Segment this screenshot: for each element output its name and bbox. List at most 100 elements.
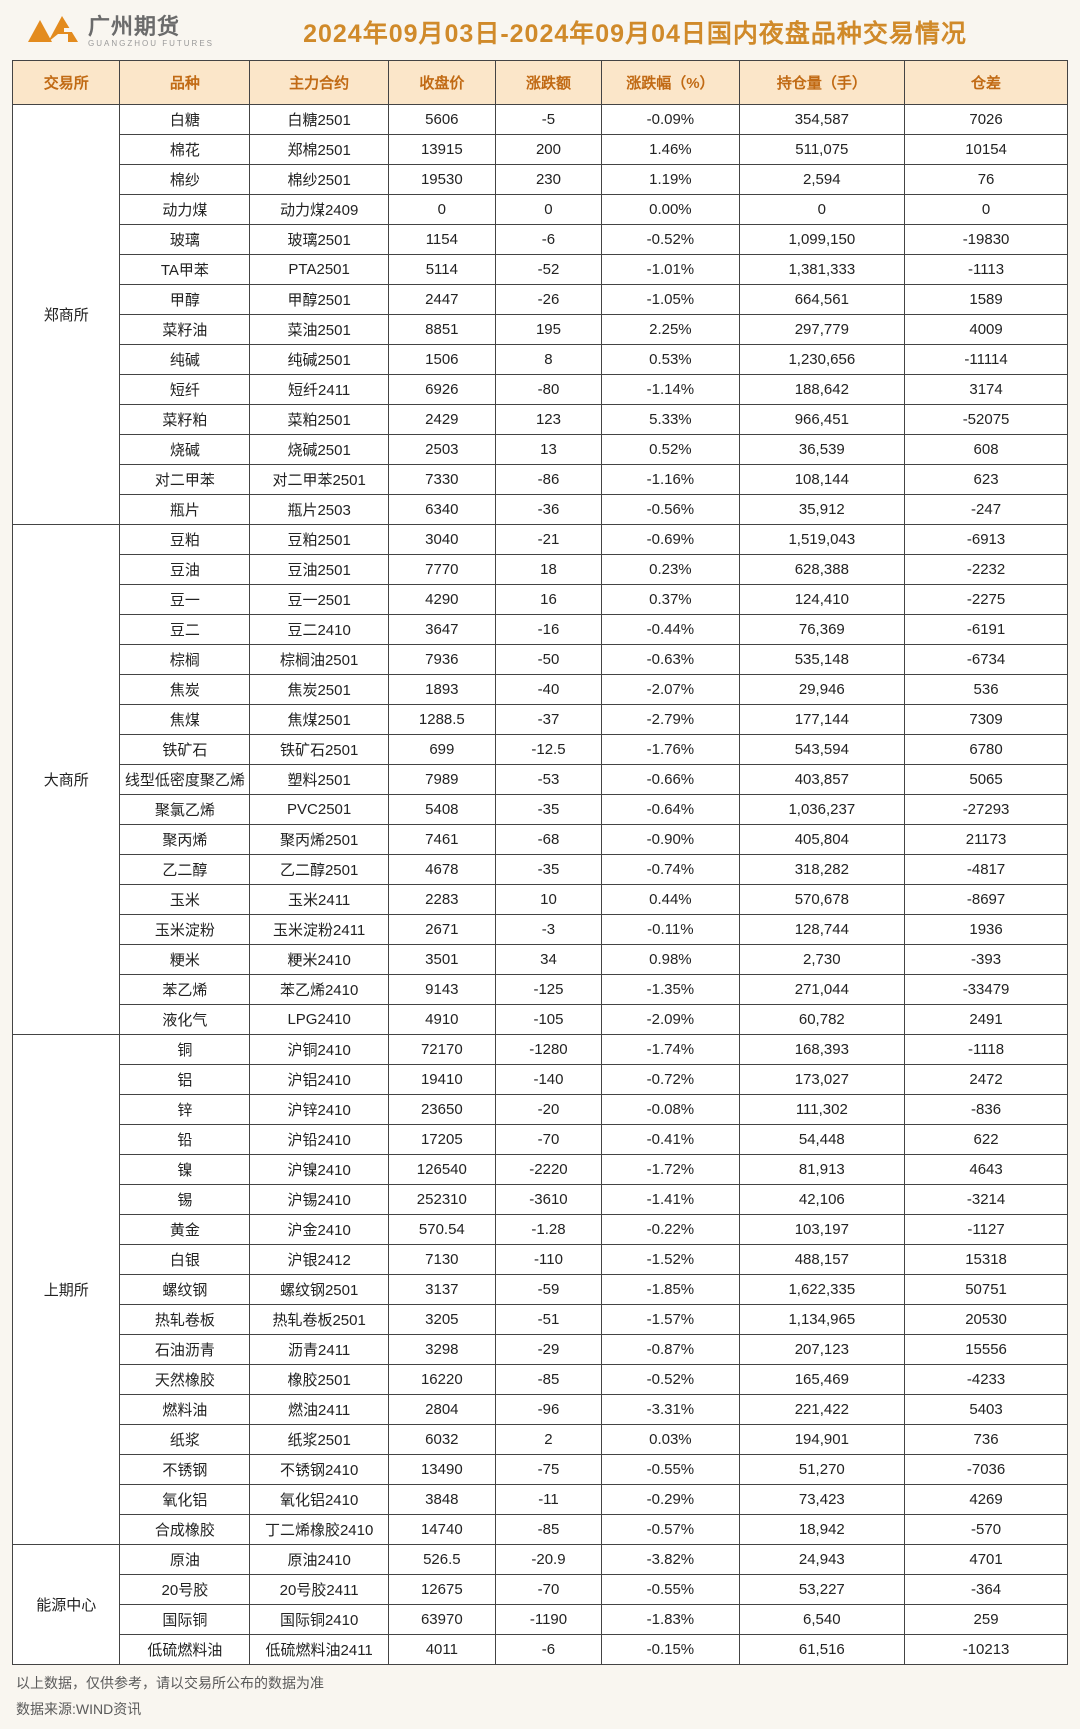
oi-cell: 570,678 [739,885,905,915]
oidiff-cell: 4701 [905,1545,1068,1575]
oidiff-cell: -27293 [905,795,1068,825]
close-cell: 72170 [388,1035,495,1065]
oidiff-cell: -33479 [905,975,1068,1005]
oi-cell: 124,410 [739,585,905,615]
change-cell: -16 [495,615,601,645]
product-cell: 锌 [120,1095,250,1125]
pct-cell: 1.46% [602,135,739,165]
table-row: 黄金沪金2410570.54-1.28-0.22%103,197-1127 [13,1215,1068,1245]
close-cell: 570.54 [388,1215,495,1245]
change-cell: -53 [495,765,601,795]
oidiff-cell: 0 [905,195,1068,225]
oidiff-cell: 736 [905,1425,1068,1455]
close-cell: 19530 [388,165,495,195]
close-cell: 6340 [388,495,495,525]
contract-cell: 原油2410 [250,1545,389,1575]
change-cell: -96 [495,1395,601,1425]
oi-cell: 51,270 [739,1455,905,1485]
close-cell: 7936 [388,645,495,675]
oidiff-cell: 2491 [905,1005,1068,1035]
change-cell: -6 [495,1635,601,1665]
pct-cell: 0.00% [602,195,739,225]
product-cell: 铝 [120,1065,250,1095]
table-row: 乙二醇乙二醇25014678-35-0.74%318,282-4817 [13,855,1068,885]
contract-cell: 低硫燃料油2411 [250,1635,389,1665]
oi-cell: 168,393 [739,1035,905,1065]
oi-cell: 173,027 [739,1065,905,1095]
product-cell: 铜 [120,1035,250,1065]
oidiff-cell: -1127 [905,1215,1068,1245]
product-cell: 瓶片 [120,495,250,525]
change-cell: -3610 [495,1185,601,1215]
contract-cell: 燃油2411 [250,1395,389,1425]
close-cell: 4678 [388,855,495,885]
table-row: 棉花郑棉2501139152001.46%511,07510154 [13,135,1068,165]
table-header-row: 交易所 品种 主力合约 收盘价 涨跌额 涨跌幅（%） 持仓量（手） 仓差 [13,61,1068,105]
change-cell: -20 [495,1095,601,1125]
oidiff-cell: -6734 [905,645,1068,675]
oidiff-cell: 4269 [905,1485,1068,1515]
table-row: 苯乙烯苯乙烯24109143-125-1.35%271,044-33479 [13,975,1068,1005]
contract-cell: 白糖2501 [250,105,389,135]
change-cell: -2220 [495,1155,601,1185]
close-cell: 63970 [388,1605,495,1635]
oidiff-cell: 623 [905,465,1068,495]
close-cell: 13915 [388,135,495,165]
oi-cell: 60,782 [739,1005,905,1035]
oi-cell: 2,730 [739,945,905,975]
product-cell: 白银 [120,1245,250,1275]
close-cell: 252310 [388,1185,495,1215]
contract-cell: 动力煤2409 [250,195,389,225]
oidiff-cell: -2232 [905,555,1068,585]
table-row: 大商所豆粕豆粕25013040-21-0.69%1,519,043-6913 [13,525,1068,555]
oi-cell: 18,942 [739,1515,905,1545]
close-cell: 1893 [388,675,495,705]
close-cell: 4910 [388,1005,495,1035]
oidiff-cell: 1589 [905,285,1068,315]
contract-cell: 20号胶2411 [250,1575,389,1605]
close-cell: 3501 [388,945,495,975]
oidiff-cell: 5403 [905,1395,1068,1425]
product-cell: 对二甲苯 [120,465,250,495]
change-cell: -11 [495,1485,601,1515]
oidiff-cell: 1936 [905,915,1068,945]
pct-cell: -0.52% [602,1365,739,1395]
pct-cell: 1.19% [602,165,739,195]
product-cell: 低硫燃料油 [120,1635,250,1665]
table-row: 石油沥青沥青24113298-29-0.87%207,12315556 [13,1335,1068,1365]
table-row: 镍沪镍2410126540-2220-1.72%81,9134643 [13,1155,1068,1185]
contract-cell: 烧碱2501 [250,435,389,465]
table-row: 对二甲苯对二甲苯25017330-86-1.16%108,144623 [13,465,1068,495]
col-product: 品种 [120,61,250,105]
product-cell: 棉纱 [120,165,250,195]
oi-cell: 535,148 [739,645,905,675]
contract-cell: 瓶片2503 [250,495,389,525]
oi-cell: 297,779 [739,315,905,345]
table-row: 郑商所白糖白糖25015606-5-0.09%354,5877026 [13,105,1068,135]
close-cell: 19410 [388,1065,495,1095]
table-row: 合成橡胶丁二烯橡胶241014740-85-0.57%18,942-570 [13,1515,1068,1545]
product-cell: 短纤 [120,375,250,405]
change-cell: -105 [495,1005,601,1035]
pct-cell: -0.44% [602,615,739,645]
oi-cell: 6,540 [739,1605,905,1635]
oi-cell: 221,422 [739,1395,905,1425]
change-cell: 2 [495,1425,601,1455]
oi-cell: 511,075 [739,135,905,165]
close-cell: 3205 [388,1305,495,1335]
pct-cell: -1.72% [602,1155,739,1185]
pct-cell: -0.08% [602,1095,739,1125]
product-cell: 黄金 [120,1215,250,1245]
pct-cell: -1.83% [602,1605,739,1635]
pct-cell: -0.22% [602,1215,739,1245]
pct-cell: -1.85% [602,1275,739,1305]
change-cell: -85 [495,1365,601,1395]
oidiff-cell: -4817 [905,855,1068,885]
change-cell: -110 [495,1245,601,1275]
pct-cell: -0.55% [602,1455,739,1485]
col-close: 收盘价 [388,61,495,105]
close-cell: 5408 [388,795,495,825]
product-cell: 动力煤 [120,195,250,225]
change-cell: -36 [495,495,601,525]
contract-cell: 橡胶2501 [250,1365,389,1395]
